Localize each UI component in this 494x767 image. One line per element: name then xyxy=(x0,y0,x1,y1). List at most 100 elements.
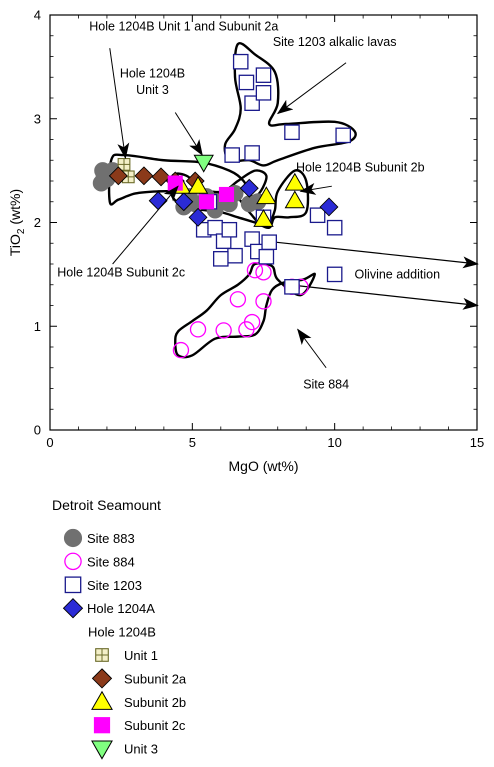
legend-marker-unit1 xyxy=(95,648,109,662)
legend-marker-subunit2a xyxy=(91,668,113,689)
annotation-a1: Hole 1204B Unit 1 and Subunit 2a xyxy=(89,20,278,160)
y-tick-label: 3 xyxy=(34,111,41,126)
annotation-leader xyxy=(174,112,203,156)
annotation-a8: Site 884 xyxy=(297,328,349,392)
legend-item-subunit2b: Subunit 2b xyxy=(91,690,186,710)
x-tick-label: 10 xyxy=(327,435,341,450)
point-subunit2c xyxy=(218,186,235,203)
point-site1203 xyxy=(284,279,300,295)
annotation-leader xyxy=(297,328,327,369)
olivine-vectors xyxy=(266,240,479,310)
legend-label: Subunit 2b xyxy=(124,695,186,710)
x-tick-label: 15 xyxy=(470,435,484,450)
point-site884 xyxy=(215,322,232,339)
legend-item-unit1: Unit 1 xyxy=(95,648,158,663)
point-site1203 xyxy=(258,248,275,265)
annotation-leader xyxy=(276,62,347,115)
x-axis-label: MgO (wt%) xyxy=(229,458,299,474)
point-site1203 xyxy=(284,124,300,141)
x-tick-label: 5 xyxy=(189,435,196,450)
legend-marker-site884 xyxy=(64,552,82,571)
legend-marker-hole1204A xyxy=(62,598,84,619)
legend-item-site883: Site 883 xyxy=(63,528,135,548)
point-site884 xyxy=(255,293,272,310)
point-subunit2b xyxy=(256,186,277,205)
point-subunit2a xyxy=(134,166,154,186)
legend-title: Detroit Seamount xyxy=(52,497,161,513)
y-tick-label: 1 xyxy=(34,319,41,334)
legend-item-hole1204B: Hole 1204B xyxy=(88,625,156,640)
legend-item-site884: Site 884 xyxy=(64,552,135,571)
legend-label: Unit 3 xyxy=(124,742,158,757)
point-site884 xyxy=(255,264,272,281)
point-site884 xyxy=(189,321,207,338)
annotation-text: Olivine addition xyxy=(355,268,441,282)
annotation-text: Hole 1204B xyxy=(120,66,185,80)
point-site883 xyxy=(94,162,112,180)
point-hole1204A xyxy=(319,197,339,217)
point-subunit2a xyxy=(108,166,128,186)
annotation-leader xyxy=(299,183,332,195)
axes: 0 5 10 15 0 1 2 3 4 MgO (wt%) TiO2 (wt%) xyxy=(7,8,484,475)
annotation-leader xyxy=(109,48,130,160)
legend-label: Site 884 xyxy=(87,554,135,569)
legend-item-hole1204A: Hole 1204A xyxy=(62,598,155,619)
point-site884 xyxy=(246,262,264,279)
point-subunit2b xyxy=(284,172,306,191)
legend-marker-subunit2b xyxy=(91,690,113,710)
outline-site884 xyxy=(174,262,316,359)
legend-item-subunit2c: Subunit 2c xyxy=(93,717,186,734)
legend-label: Subunit 2c xyxy=(124,718,186,733)
legend-label: Unit 1 xyxy=(124,648,158,663)
point-site1203 xyxy=(261,234,277,251)
x-tick-label: 0 xyxy=(46,435,53,450)
point-site1203 xyxy=(207,219,223,236)
point-hole1204A xyxy=(148,191,168,211)
point-unit3 xyxy=(193,154,214,173)
point-subunit2c xyxy=(199,194,215,210)
point-site1203 xyxy=(244,145,260,161)
legend: Detroit Seamount Site 883 Site 884 Site 120… xyxy=(52,497,187,760)
legend-marker-site883 xyxy=(63,528,83,548)
point-subunit2b xyxy=(284,190,306,209)
point-site1203 xyxy=(326,266,343,283)
legend-label: Site 1203 xyxy=(87,578,142,593)
annotation-a4: Site 1203 alkalic lavas xyxy=(273,35,397,115)
point-hole1204A xyxy=(188,207,208,227)
point-subunit2a xyxy=(151,167,171,187)
series-unit1 xyxy=(117,158,135,184)
annotation-a3: Unit 3 xyxy=(136,83,203,156)
series-hole1204A xyxy=(148,178,339,227)
point-site1203 xyxy=(255,67,272,83)
point-site884 xyxy=(229,291,247,308)
legend-subtitle: Hole 1204B xyxy=(88,625,156,640)
annotation-a6: Hole 1204B Subunit 2c xyxy=(57,185,185,279)
data-points xyxy=(92,53,352,359)
legend-marker-unit3 xyxy=(91,740,113,760)
legend-label: Subunit 2a xyxy=(124,671,187,686)
point-site1203 xyxy=(224,147,240,163)
point-subunit2b xyxy=(187,175,209,194)
annotations: Hole 1204B Unit 1 and Subunit 2a Hole 120… xyxy=(57,20,440,392)
olivine-vector-1 xyxy=(266,240,479,269)
annotation-text: Hole 1204B Unit 1 and Subunit 2a xyxy=(89,20,278,34)
legend-item-site1203: Site 1203 xyxy=(64,576,142,594)
series-unit3 xyxy=(193,154,214,173)
annotation-text: Hole 1204B Subunit 2b xyxy=(296,161,425,175)
annotation-a7: Olivine addition xyxy=(355,268,441,282)
point-site1203 xyxy=(309,207,326,224)
point-site1203 xyxy=(238,74,255,91)
y-tick-label: 4 xyxy=(34,8,41,23)
point-site1203 xyxy=(244,95,260,111)
legend-label: Site 883 xyxy=(87,531,135,546)
annotation-text: Hole 1204B Subunit 2c xyxy=(57,265,185,279)
point-subunit2c xyxy=(167,175,183,191)
y-tick-label: 2 xyxy=(34,215,41,230)
annotation-text: Unit 3 xyxy=(136,83,169,97)
point-subunit2b xyxy=(253,209,274,227)
olivine-vector-2 xyxy=(289,284,479,310)
legend-marker-subunit2c xyxy=(93,717,111,734)
annotation-leader xyxy=(112,185,179,265)
legend-marker-site1203 xyxy=(64,576,82,594)
